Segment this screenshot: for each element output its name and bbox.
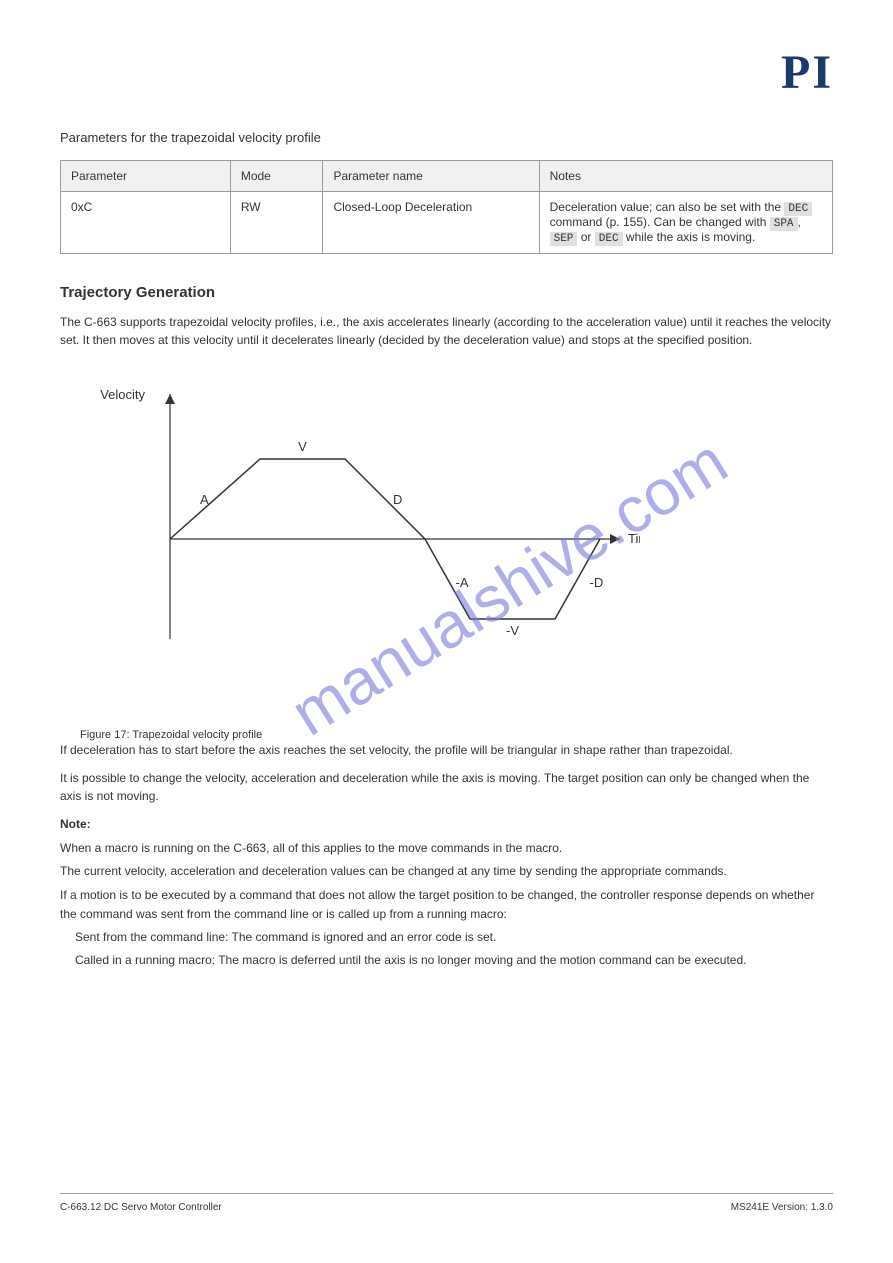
svg-text:V: V bbox=[298, 439, 307, 454]
cell-mode: RW bbox=[230, 192, 323, 254]
velocity-profile-figure: Velocity Time A V D -A -V -D bbox=[80, 369, 833, 714]
header-notes: Notes bbox=[539, 161, 832, 192]
note-item: Sent from the command line: The command … bbox=[75, 928, 833, 947]
body-paragraph-2: It is possible to change the velocity, a… bbox=[60, 769, 833, 805]
subsection-title: Trajectory Generation bbox=[60, 284, 833, 301]
body-paragraph-1: If deceleration has to start before the … bbox=[60, 741, 833, 759]
svg-text:-D: -D bbox=[590, 575, 604, 590]
cell-name: Closed-Loop Deceleration bbox=[323, 192, 539, 254]
pi-logo: PI bbox=[781, 45, 833, 100]
notes-text: while the axis is moving. bbox=[623, 230, 756, 244]
header-parameter: Parameter bbox=[61, 161, 231, 192]
code-spa: SPA bbox=[770, 217, 798, 231]
notes-text: , bbox=[798, 215, 801, 229]
svg-text:Time: Time bbox=[628, 531, 640, 546]
svg-text:A: A bbox=[200, 492, 209, 507]
table-row: 0xC RW Closed-Loop Deceleration Decelera… bbox=[61, 192, 833, 254]
code-sep: SEP bbox=[550, 232, 578, 246]
notes-text: or bbox=[577, 230, 594, 244]
notes-text: command (p. 155). Can be changed with bbox=[550, 215, 770, 229]
code-dec: DEC bbox=[784, 202, 812, 216]
note-item: Called in a running macro: The macro is … bbox=[75, 951, 833, 970]
cell-notes: Deceleration value; can also be set with… bbox=[539, 192, 832, 254]
notes-text: Deceleration value; can also be set with… bbox=[550, 200, 785, 214]
page-footer: C-663.12 DC Servo Motor Controller MS241… bbox=[60, 1193, 833, 1213]
svg-text:D: D bbox=[393, 492, 402, 507]
code-dec2: DEC bbox=[595, 232, 623, 246]
parameter-table: Parameter Mode Parameter name Notes 0xC … bbox=[60, 160, 833, 254]
header-name: Parameter name bbox=[323, 161, 539, 192]
svg-text:Velocity: Velocity bbox=[100, 387, 145, 402]
footer-left: C-663.12 DC Servo Motor Controller bbox=[60, 1202, 222, 1213]
table-header-row: Parameter Mode Parameter name Notes bbox=[61, 161, 833, 192]
note-item: When a macro is running on the C-663, al… bbox=[60, 839, 833, 858]
velocity-chart-svg: Velocity Time A V D -A -V -D bbox=[80, 369, 640, 709]
cell-parameter: 0xC bbox=[61, 192, 231, 254]
header-mode: Mode bbox=[230, 161, 323, 192]
table-section-title: Parameters for the trapezoidal velocity … bbox=[60, 130, 833, 145]
figure-caption: Figure 17: Trapezoidal velocity profile bbox=[80, 729, 833, 741]
intro-paragraph: The C-663 supports trapezoidal velocity … bbox=[60, 313, 833, 349]
note-item: If a motion is to be executed by a comma… bbox=[60, 886, 833, 924]
footer-right: MS241E Version: 1.3.0 bbox=[731, 1202, 833, 1213]
note-label: Note: bbox=[60, 817, 91, 831]
svg-text:-V: -V bbox=[506, 623, 519, 638]
svg-text:-A: -A bbox=[456, 575, 469, 590]
note-block: Note: When a macro is running on the C-6… bbox=[60, 815, 833, 970]
note-item: The current velocity, acceleration and d… bbox=[60, 862, 833, 881]
